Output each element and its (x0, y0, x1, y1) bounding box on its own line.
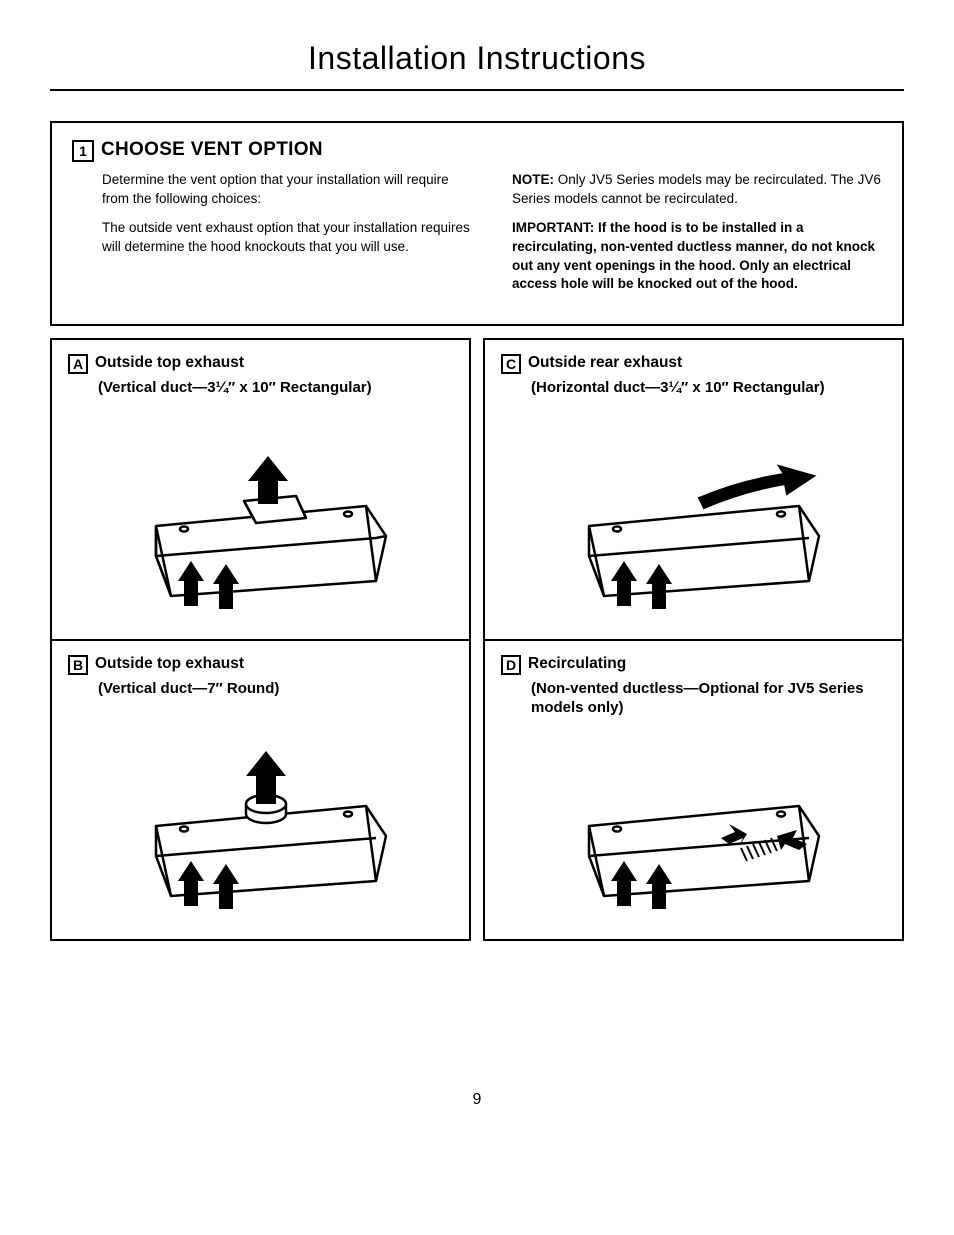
options-col-left: A Outside top exhaust (Vertical duct—3¼″… (50, 338, 471, 941)
page-number: 9 (50, 1091, 904, 1109)
option-b-sub: (Vertical duct—7″ Round) (98, 679, 453, 699)
note-line: NOTE: Only JV5 Series models may be reci… (512, 171, 882, 209)
page-title: Installation Instructions (50, 40, 904, 91)
option-d-letter: D (501, 655, 521, 675)
option-b: B Outside top exhaust (Vertical duct—7″ … (52, 639, 469, 940)
options-row: A Outside top exhaust (Vertical duct—3¼″… (50, 338, 904, 941)
section-choose-vent: 1 CHOOSE VENT OPTION Determine the vent … (50, 121, 904, 326)
option-b-letter: B (68, 655, 88, 675)
option-c-title: Outside rear exhaust (528, 354, 682, 372)
option-a-diagram (68, 426, 453, 621)
section-number-box: 1 (72, 140, 94, 162)
option-a-title: Outside top exhaust (95, 354, 244, 372)
section-left-col: Determine the vent option that your inst… (102, 171, 472, 304)
option-a-sub: (Vertical duct—3¼″ x 10″ Rectangular) (98, 378, 453, 398)
important-text: IMPORTANT: If the hood is to be installe… (512, 219, 882, 295)
option-c: C Outside rear exhaust (Horizontal duct—… (485, 340, 902, 639)
option-c-letter: C (501, 354, 521, 374)
option-a: A Outside top exhaust (Vertical duct—3¼″… (52, 340, 469, 639)
option-b-diagram (68, 726, 453, 921)
section-heading: CHOOSE VENT OPTION (101, 139, 323, 161)
option-a-letter: A (68, 354, 88, 374)
option-d-sub: (Non-vented ductless—Optional for JV5 Se… (531, 679, 886, 718)
section-right-col: NOTE: Only JV5 Series models may be reci… (512, 171, 882, 304)
option-d-diagram (501, 746, 886, 921)
option-d: D Recirculating (Non-vented ductless—Opt… (485, 639, 902, 939)
option-b-title: Outside top exhaust (95, 655, 244, 673)
intro-p2: The outside vent exhaust option that you… (102, 219, 472, 257)
options-col-right: C Outside rear exhaust (Horizontal duct—… (483, 338, 904, 941)
option-c-diagram (501, 426, 886, 621)
note-label: NOTE: (512, 172, 554, 187)
option-d-title: Recirculating (528, 655, 626, 673)
option-c-sub: (Horizontal duct—3¼″ x 10″ Rectangular) (531, 378, 886, 398)
note-text: Only JV5 Series models may be recirculat… (512, 172, 881, 206)
intro-p1: Determine the vent option that your inst… (102, 171, 472, 209)
